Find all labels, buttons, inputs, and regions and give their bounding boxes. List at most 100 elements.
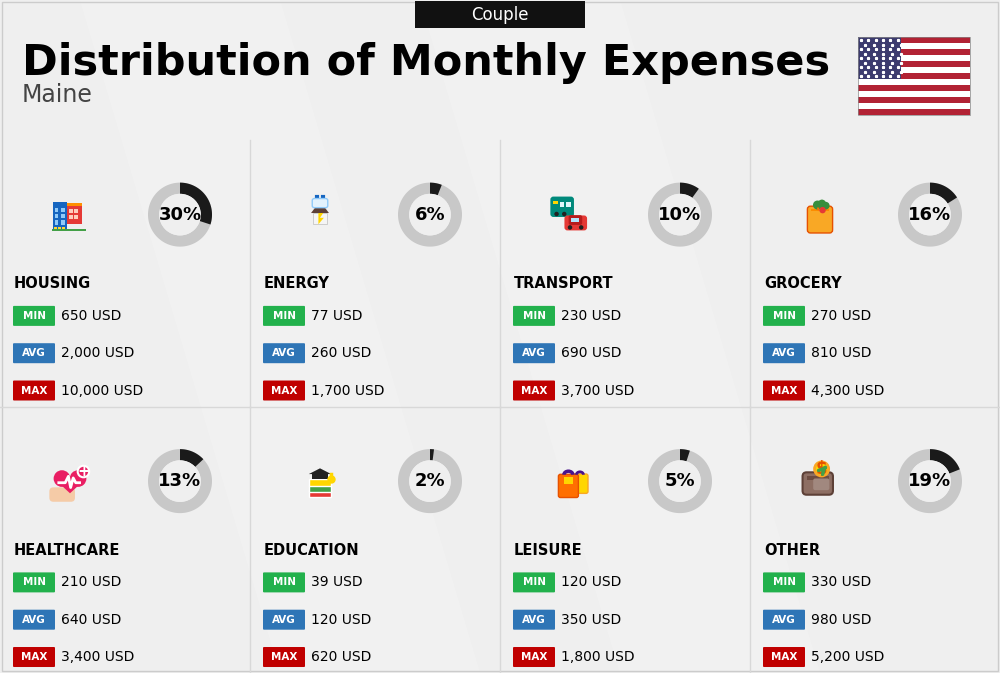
Circle shape (159, 194, 201, 236)
FancyBboxPatch shape (858, 103, 970, 109)
Text: MAX: MAX (271, 652, 297, 662)
Text: 2,000 USD: 2,000 USD (61, 346, 134, 360)
Text: 3,400 USD: 3,400 USD (61, 650, 134, 664)
Text: LEISURE: LEISURE (514, 543, 583, 558)
Polygon shape (430, 182, 442, 195)
FancyBboxPatch shape (62, 227, 65, 230)
FancyBboxPatch shape (49, 487, 75, 502)
FancyBboxPatch shape (550, 197, 574, 217)
FancyBboxPatch shape (807, 476, 829, 480)
Polygon shape (680, 182, 699, 198)
Text: 810 USD: 810 USD (811, 346, 872, 360)
Text: MAX: MAX (21, 652, 47, 662)
Polygon shape (318, 213, 324, 224)
Text: HOUSING: HOUSING (14, 277, 91, 291)
FancyBboxPatch shape (858, 73, 970, 79)
Text: $: $ (816, 460, 827, 478)
FancyBboxPatch shape (61, 220, 65, 225)
Text: AVG: AVG (522, 614, 546, 625)
FancyBboxPatch shape (309, 479, 331, 486)
FancyBboxPatch shape (858, 109, 970, 115)
FancyBboxPatch shape (67, 203, 82, 224)
Circle shape (579, 225, 583, 229)
Circle shape (659, 460, 701, 502)
FancyBboxPatch shape (513, 610, 555, 630)
FancyBboxPatch shape (553, 201, 558, 204)
Text: 350 USD: 350 USD (561, 612, 621, 627)
Text: 13%: 13% (158, 472, 202, 490)
FancyBboxPatch shape (13, 343, 55, 363)
FancyBboxPatch shape (569, 215, 582, 225)
FancyBboxPatch shape (803, 472, 833, 495)
Text: 4,300 USD: 4,300 USD (811, 384, 884, 398)
Circle shape (813, 201, 822, 209)
FancyBboxPatch shape (55, 214, 58, 219)
Text: 230 USD: 230 USD (561, 309, 621, 323)
FancyBboxPatch shape (513, 647, 555, 667)
Circle shape (818, 200, 826, 208)
Text: MIN: MIN (22, 577, 46, 588)
Circle shape (909, 194, 951, 236)
Text: AVG: AVG (772, 614, 796, 625)
FancyBboxPatch shape (558, 474, 578, 497)
FancyBboxPatch shape (263, 610, 305, 630)
Circle shape (659, 194, 701, 236)
Text: MIN: MIN (272, 311, 296, 321)
Polygon shape (648, 449, 712, 513)
Text: Maine: Maine (22, 83, 93, 107)
Polygon shape (398, 449, 462, 513)
Text: MAX: MAX (521, 652, 547, 662)
Circle shape (70, 470, 86, 487)
Text: AVG: AVG (22, 348, 46, 358)
Polygon shape (680, 449, 690, 461)
Text: AVG: AVG (272, 348, 296, 358)
Polygon shape (180, 449, 203, 467)
FancyBboxPatch shape (858, 97, 970, 103)
Text: MAX: MAX (521, 386, 547, 396)
Circle shape (568, 225, 572, 229)
FancyBboxPatch shape (58, 227, 61, 230)
FancyBboxPatch shape (13, 647, 55, 667)
Text: 980 USD: 980 USD (811, 612, 872, 627)
FancyBboxPatch shape (263, 343, 305, 363)
Text: 260 USD: 260 USD (311, 346, 371, 360)
Text: AVG: AVG (522, 348, 546, 358)
FancyBboxPatch shape (858, 37, 901, 79)
FancyBboxPatch shape (513, 306, 555, 326)
FancyBboxPatch shape (61, 207, 65, 212)
Circle shape (562, 212, 566, 216)
FancyBboxPatch shape (69, 209, 73, 213)
FancyBboxPatch shape (763, 380, 805, 400)
Polygon shape (54, 479, 86, 493)
Circle shape (815, 462, 829, 476)
FancyBboxPatch shape (74, 215, 78, 219)
Text: 1,700 USD: 1,700 USD (311, 384, 384, 398)
FancyBboxPatch shape (415, 1, 585, 28)
Polygon shape (898, 449, 962, 513)
Text: AVG: AVG (772, 348, 796, 358)
Polygon shape (898, 182, 962, 246)
Polygon shape (311, 201, 329, 213)
FancyBboxPatch shape (858, 61, 970, 67)
FancyBboxPatch shape (263, 573, 305, 592)
Text: 120 USD: 120 USD (561, 575, 621, 590)
FancyBboxPatch shape (858, 85, 970, 91)
FancyBboxPatch shape (763, 343, 805, 363)
Text: 2%: 2% (415, 472, 445, 490)
Text: MAX: MAX (21, 386, 47, 396)
FancyBboxPatch shape (263, 380, 305, 400)
FancyBboxPatch shape (52, 229, 86, 232)
FancyBboxPatch shape (309, 491, 331, 497)
FancyBboxPatch shape (53, 202, 67, 230)
Text: 270 USD: 270 USD (811, 309, 871, 323)
Text: MIN: MIN (522, 311, 546, 321)
FancyBboxPatch shape (263, 306, 305, 326)
Circle shape (78, 466, 89, 477)
Polygon shape (180, 182, 212, 225)
FancyBboxPatch shape (858, 79, 970, 85)
Text: GROCERY: GROCERY (764, 277, 842, 291)
Polygon shape (648, 182, 712, 246)
FancyBboxPatch shape (807, 206, 833, 233)
FancyBboxPatch shape (811, 209, 829, 211)
FancyBboxPatch shape (312, 474, 328, 479)
